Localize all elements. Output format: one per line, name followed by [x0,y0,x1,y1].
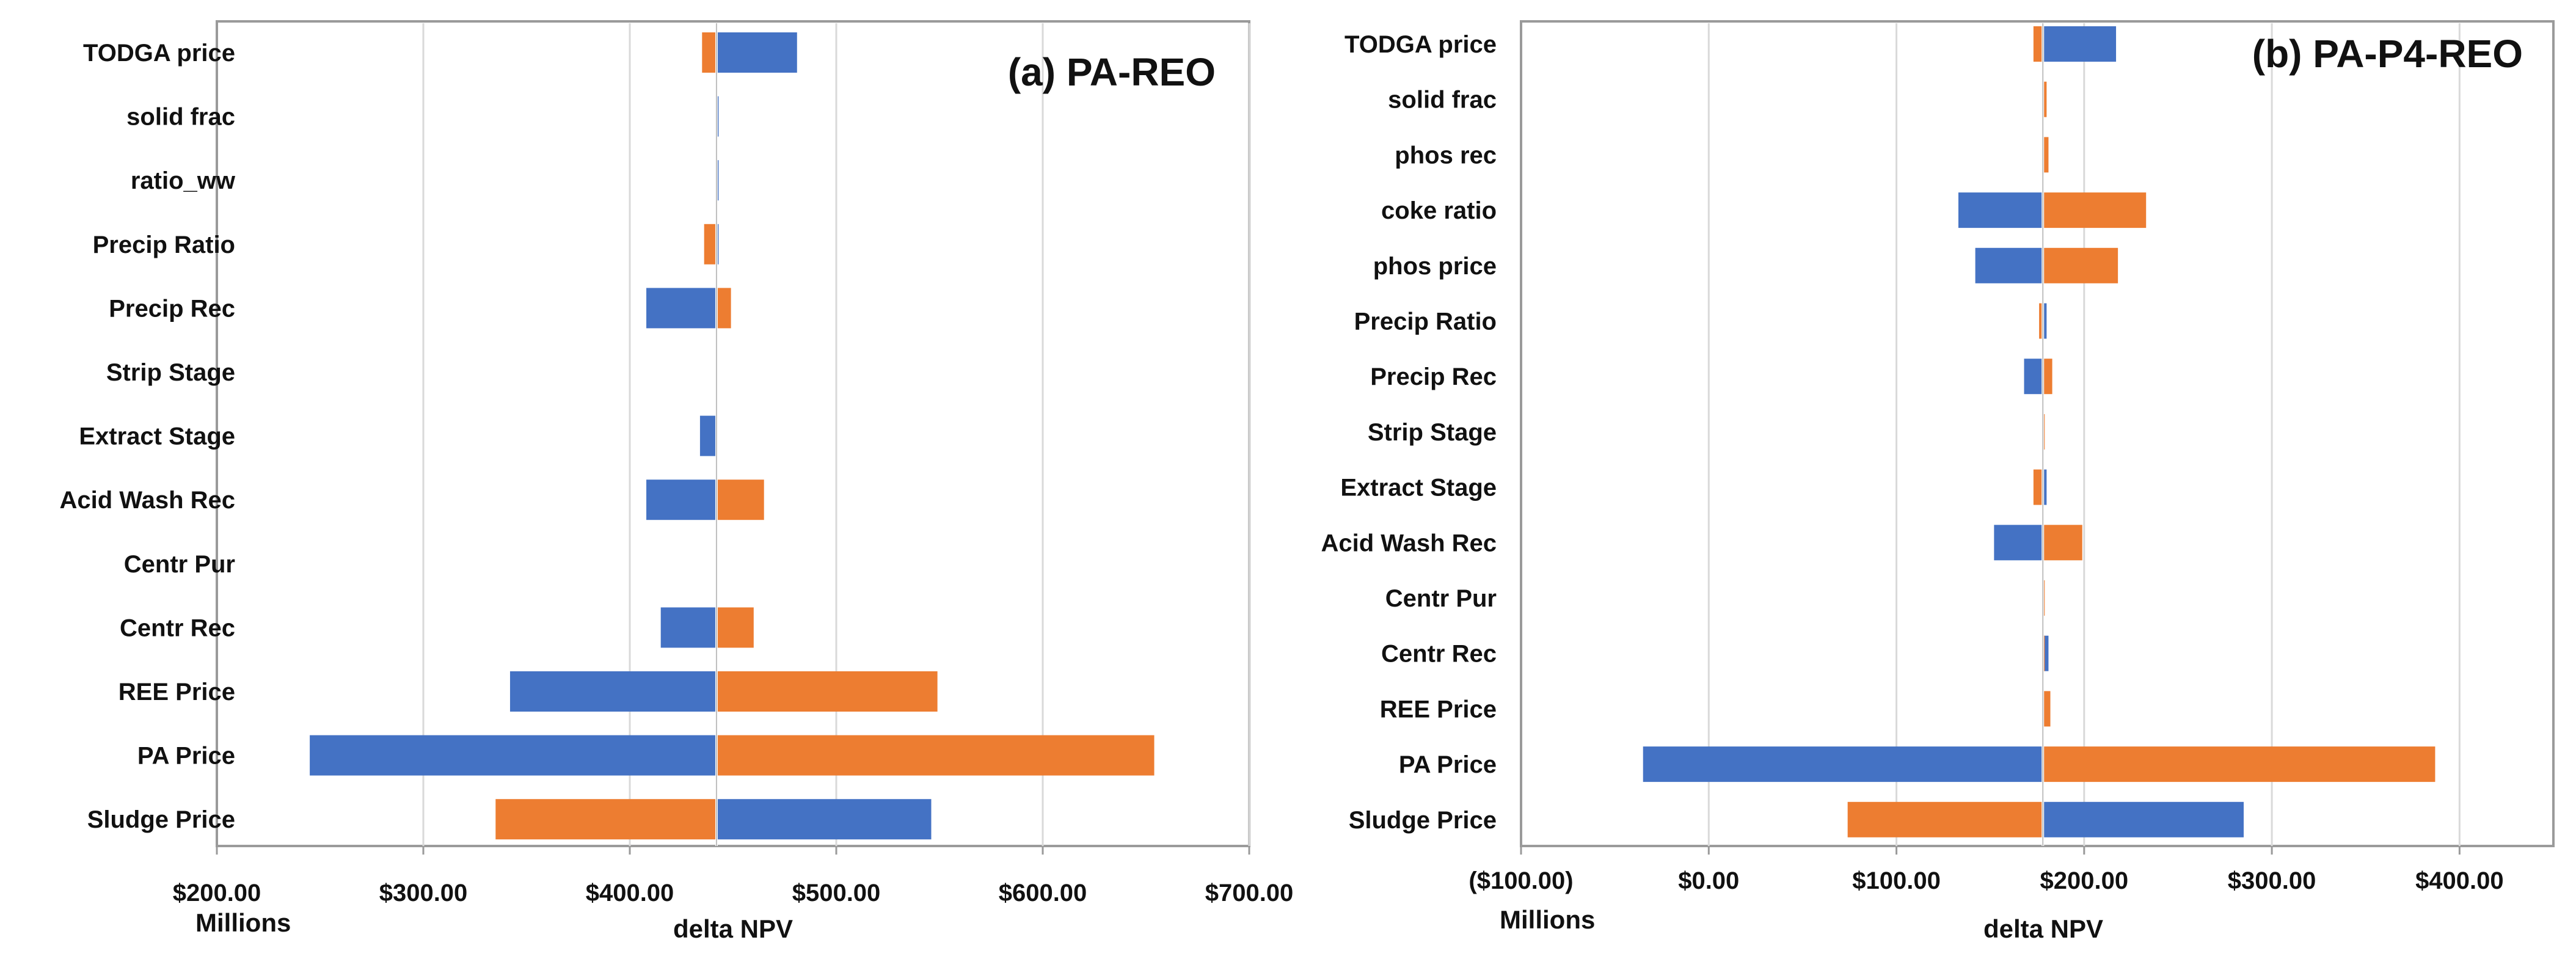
chart-title-a: (a) PA-REO [1008,50,1216,94]
chart-title-b: (b) PA-P4-REO [2252,32,2523,76]
bar-low [2043,801,2244,837]
bar-low [2043,635,2049,671]
category-label: Precip Ratio [1354,308,1497,335]
bar-high [2043,137,2049,173]
bar-low [1994,525,2043,561]
x-axis-label-b: delta NPV [1983,914,2103,943]
x-tick-label: $200.00 [173,880,261,906]
category-label: Centr Rec [1381,641,1497,668]
plot-area-b [1520,20,2555,847]
bar-high [495,799,717,840]
category-label: coke ratio [1381,197,1497,224]
bar-low [699,415,717,456]
bar-high [716,607,754,648]
bar-high [2043,359,2052,395]
bar-low [509,671,717,712]
bar-low [646,288,717,329]
category-label: Strip Stage [1368,419,1497,446]
bar-low [1958,192,2043,228]
bar-high [716,735,1155,776]
panel-b: TODGA price solid frac phos rec coke ratio p… [1321,20,2555,943]
category-label: Sludge Price [87,806,235,833]
x-axis-label-a: delta NPV [673,914,793,943]
x-tick-label: $300.00 [379,880,468,906]
x-tick-label: $600.00 [999,880,1087,906]
unit-label-a: Millions [195,908,291,937]
category-label: Acid Wash Rec [60,487,235,514]
x-tick-label: $700.00 [1205,880,1294,906]
bar-high [2033,469,2043,505]
category-label: ratio_ww [131,167,236,194]
category-label: Sludge Price [1349,807,1497,834]
unit-label-b: Millions [1500,905,1595,934]
bar-low [2024,359,2043,395]
x-tick-label: $400.00 [586,880,674,906]
category-label: solid frac [126,104,235,131]
category-label: REE Price [1380,696,1497,723]
category-label: Precip Rec [109,295,235,322]
category-label: phos rec [1395,142,1497,169]
category-label: Precip Rec [1370,363,1497,390]
x-tick-label: $100.00 [1852,867,1941,894]
category-label: PA Price [1399,751,1497,778]
bar-high [2043,247,2118,283]
x-tick-label: $400.00 [2415,867,2504,894]
x-tick-label: $300.00 [2228,867,2316,894]
category-label: solid frac [1388,87,1497,114]
bar-high [704,224,717,264]
category-label: Extract Stage [1340,475,1497,501]
bar-low [1643,746,2043,782]
x-tick-label: ($100.00) [1469,867,1573,894]
bar-low [716,799,932,840]
bar-low [646,480,717,520]
bar-low [2043,303,2047,339]
bar-high [716,288,731,329]
category-label: TODGA price [1345,31,1497,58]
bar-low [2043,469,2047,505]
category-label: Precip Ratio [93,232,235,258]
bar-high [1847,801,2043,837]
bar-low [660,607,717,648]
bar-high [2033,26,2043,62]
category-label: PA Price [137,743,235,770]
bar-high [2039,303,2043,339]
bar-high [2043,81,2047,117]
bar-high [2043,192,2147,228]
bar-low [1975,247,2043,283]
bar-high [716,480,764,520]
x-tick-label: $500.00 [792,880,881,906]
bar-high [2043,746,2436,782]
bar-low [716,32,797,73]
category-label: Acid Wash Rec [1321,530,1497,556]
bar-low [2043,26,2117,62]
bar-high [2043,691,2051,727]
x-tick-label: $200.00 [2040,867,2129,894]
category-label: Centr Rec [120,614,235,641]
bar-high [2043,525,2082,561]
x-tick-label: $0.00 [1678,867,1739,894]
bar-high [702,32,717,73]
category-label: Centr Pur [124,551,235,578]
category-label: Strip Stage [106,359,235,386]
plot-area-a [216,20,1250,847]
bar-high [716,671,938,712]
panel-a: TODGA price solid frac ratio_ww Precip Rati… [60,20,1294,943]
category-label: TODGA price [83,40,235,67]
category-label: REE Price [119,679,235,706]
category-label: phos price [1373,253,1497,280]
bar-low [310,735,717,776]
category-label: Centr Pur [1385,585,1497,612]
category-label: Extract Stage [79,423,235,450]
